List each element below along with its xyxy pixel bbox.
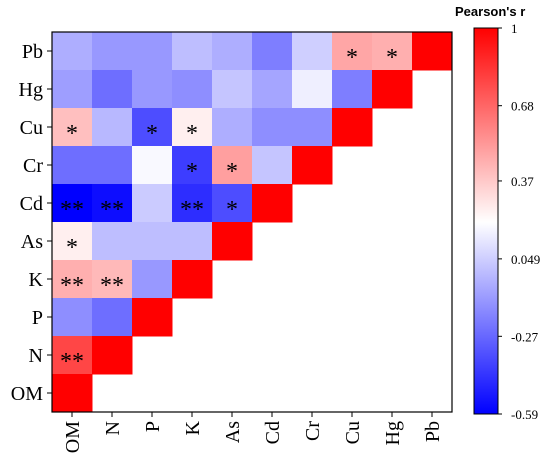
heatmap-cell-OM-OM [52, 374, 93, 413]
heatmap-cell-Pb-P [132, 32, 173, 71]
heatmap-cell-Pb-K [172, 32, 213, 71]
heatmap-cell-K-K [172, 260, 213, 299]
significance-marker: * [186, 159, 198, 185]
heatmap-cell-Hg-N [92, 70, 133, 109]
x-axis-tick-labels: OM N P K As Cd Cr Cu Hg Pb [62, 412, 444, 453]
x-tick-label: Pb [422, 421, 444, 442]
colorbar-tick-label: -0.59 [511, 407, 538, 422]
heatmap-cell-Pb-Pb [412, 32, 453, 71]
x-tick-label: Cd [262, 421, 284, 444]
heatmap-cell-Hg-As [212, 70, 253, 109]
colorbar-ticks: 1 0.68 0.37 0.049 -0.27 -0.59 [498, 21, 540, 422]
x-tick-label: OM [62, 421, 84, 453]
x-tick-label: N [102, 421, 124, 435]
heatmap-cell-Cd-Cd [252, 184, 293, 223]
heatmap-cell-Hg-Cu [332, 70, 373, 109]
y-tick-label: Pb [22, 41, 43, 63]
y-tick-label: Hg [19, 79, 43, 101]
heatmap-cell-Cr-N [92, 146, 133, 185]
colorbar-tick-label: 0.37 [511, 174, 534, 189]
heatmap-cell-As-N [92, 222, 133, 261]
y-tick-label: OM [11, 383, 43, 405]
significance-marker: ** [100, 197, 124, 223]
x-tick-label: P [142, 421, 164, 432]
heatmap-cell-P-N [92, 298, 133, 337]
x-tick-label: Cr [302, 421, 324, 441]
y-tick-label: Cd [20, 193, 43, 215]
heatmap-cell-Pb-Cd [252, 32, 293, 71]
x-tick-label: Cu [342, 421, 364, 444]
colorbar-title: Pearson's r [455, 4, 525, 19]
significance-marker: * [66, 235, 78, 261]
significance-marker: * [386, 45, 398, 71]
heatmap-cell-Hg-K [172, 70, 213, 109]
colorbar [474, 28, 498, 414]
heatmap-cell-Cu-Cd [252, 108, 293, 147]
y-tick-label: N [29, 345, 43, 367]
heatmap-cell-As-K [172, 222, 213, 261]
significance-marker: * [226, 159, 238, 185]
heatmap-cell-Pb-OM [52, 32, 93, 71]
heatmap-cell-Cd-P [132, 184, 173, 223]
heatmap-cell-Pb-N [92, 32, 133, 71]
colorbar-tick-label: 0.049 [511, 252, 540, 267]
y-tick-label: Cu [20, 117, 43, 139]
y-tick-label: P [32, 307, 43, 329]
heatmap-cell-Pb-Cr [292, 32, 333, 71]
significance-marker: * [146, 121, 158, 147]
significance-marker: ** [60, 349, 84, 375]
y-axis-tick-labels: Pb Hg Cu Cr Cd As KPN OM [11, 41, 52, 405]
colorbar-tick-label: -0.27 [511, 329, 539, 344]
heatmap-cell-Pb-As [212, 32, 253, 71]
heatmap-cell-P-OM [52, 298, 93, 337]
heatmap-cell-Cu-Cu [332, 108, 373, 147]
x-tick-label: K [182, 420, 204, 435]
heatmap-cell-Cu-N [92, 108, 133, 147]
heatmap-cell-K-P [132, 260, 173, 299]
heatmap-cell-Cu-As [212, 108, 253, 147]
heatmap-cell-Cr-OM [52, 146, 93, 185]
x-tick-label: As [222, 421, 244, 443]
colorbar-tick-label: 0.68 [511, 99, 534, 114]
significance-marker: ** [180, 197, 204, 223]
significance-marker: * [66, 121, 78, 147]
heatmap-cell-Hg-P [132, 70, 173, 109]
heatmap-cell-Hg-Hg [372, 70, 413, 109]
heatmap-cell-Hg-Cr [292, 70, 333, 109]
significance-marker: * [186, 121, 198, 147]
y-tick-label: Cr [23, 155, 43, 177]
heatmap-cell-As-As [212, 222, 253, 261]
heatmap-cell-Cr-Cd [252, 146, 293, 185]
significance-marker: * [226, 197, 238, 223]
heatmap-cell-Cu-Cr [292, 108, 333, 147]
significance-marker: ** [100, 273, 124, 299]
heatmap-cell-P-P [132, 298, 173, 337]
heatmap-cell-N-N [92, 336, 133, 375]
heatmap-cell-Cr-Cr [292, 146, 333, 185]
significance-marker: ** [60, 273, 84, 299]
y-tick-label: As [21, 231, 43, 253]
colorbar-tick-label: 1 [511, 21, 518, 36]
significance-marker: * [346, 45, 358, 71]
significance-marker: ** [60, 197, 84, 223]
heatmap-cell-Cr-P [132, 146, 173, 185]
heatmap-cell-Hg-Cd [252, 70, 293, 109]
x-tick-label: Hg [382, 421, 404, 445]
heatmap-cell-As-P [132, 222, 173, 261]
heatmap-cell-Hg-OM [52, 70, 93, 109]
y-tick-label: K [29, 269, 44, 291]
